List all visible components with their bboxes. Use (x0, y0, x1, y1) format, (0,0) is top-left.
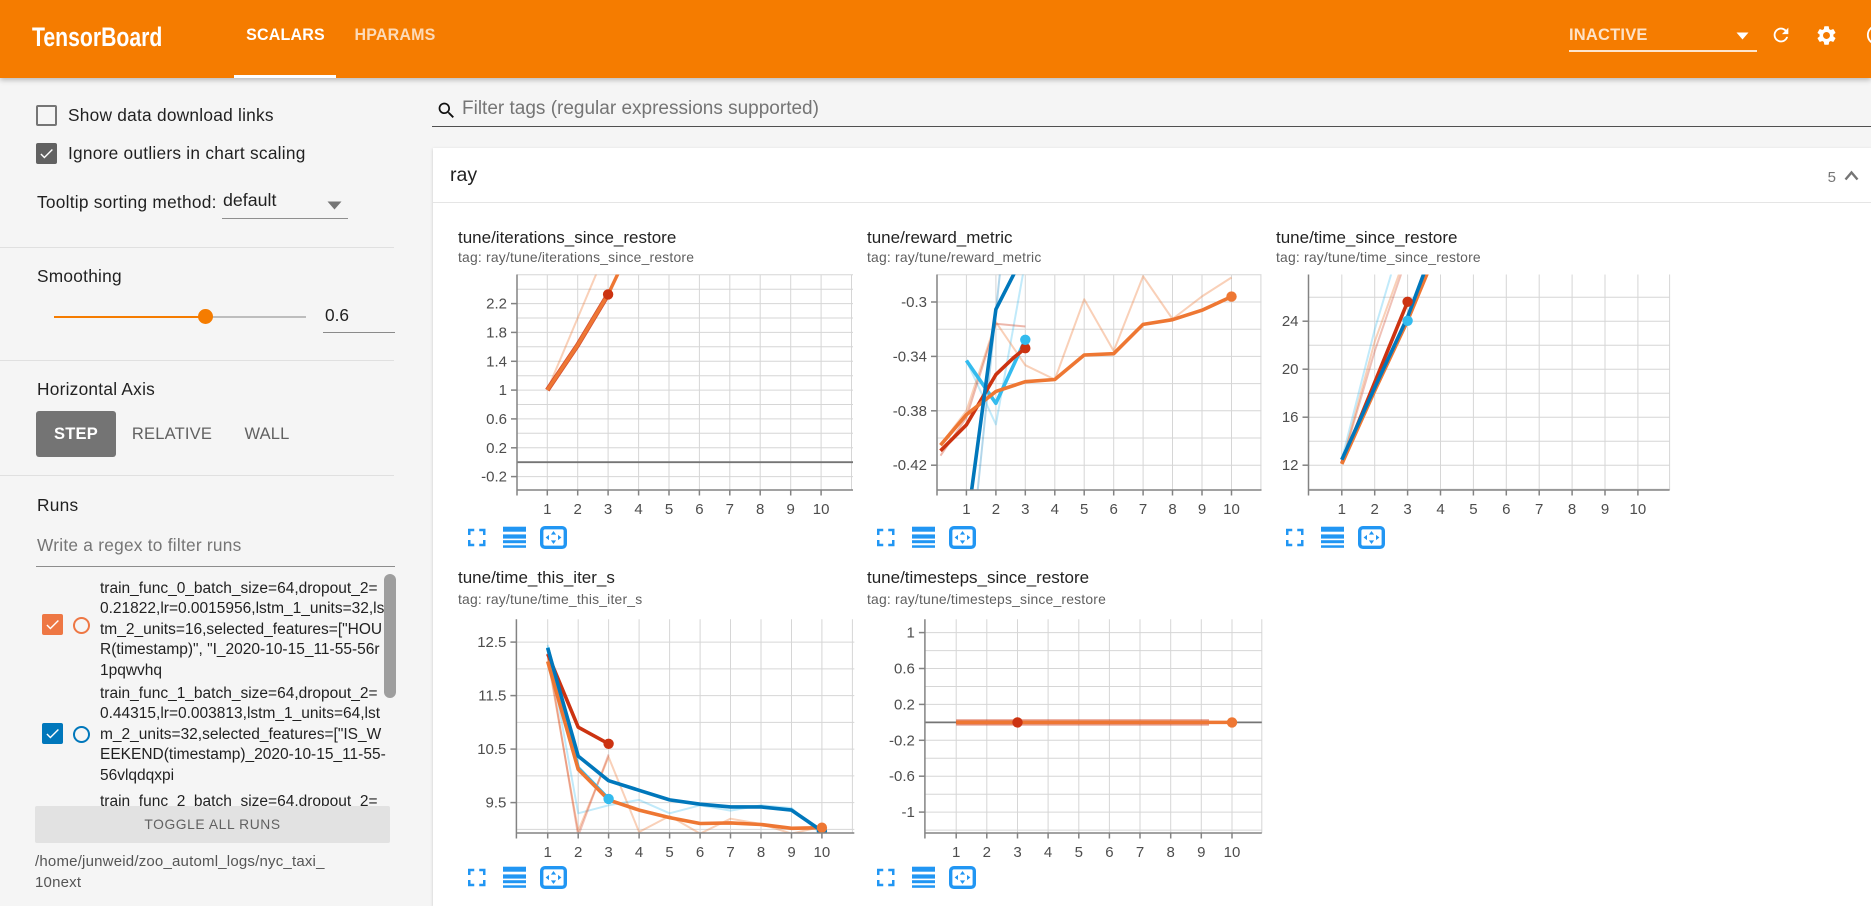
svg-text:4: 4 (635, 844, 643, 860)
svg-text:10: 10 (814, 844, 831, 860)
svg-text:6: 6 (1105, 844, 1113, 860)
svg-text:9: 9 (1601, 501, 1609, 518)
svg-text:6: 6 (1110, 501, 1118, 518)
svg-text:9.5: 9.5 (486, 795, 507, 812)
svg-text:7: 7 (1139, 501, 1147, 518)
svg-text:1: 1 (543, 501, 551, 518)
svg-text:12: 12 (1282, 457, 1299, 474)
svg-text:5: 5 (1080, 501, 1088, 518)
svg-text:6: 6 (695, 501, 703, 518)
svg-text:3: 3 (1021, 501, 1029, 518)
svg-text:-0.2: -0.2 (481, 469, 507, 486)
svg-text:2: 2 (574, 501, 582, 518)
svg-text:10: 10 (813, 501, 830, 518)
svg-text:10: 10 (1630, 501, 1647, 518)
svg-text:2: 2 (983, 844, 991, 860)
svg-text:9: 9 (787, 501, 795, 518)
svg-text:-0.3: -0.3 (901, 294, 927, 311)
svg-text:10.5: 10.5 (477, 741, 506, 758)
svg-text:3: 3 (604, 844, 612, 860)
svg-text:3: 3 (1403, 501, 1411, 518)
svg-text:1: 1 (962, 501, 970, 518)
svg-text:0.6: 0.6 (486, 411, 507, 428)
svg-text:1.4: 1.4 (486, 353, 507, 370)
svg-text:-0.42: -0.42 (893, 457, 927, 474)
svg-text:5: 5 (1469, 501, 1477, 518)
svg-text:6: 6 (1502, 501, 1510, 518)
svg-text:-0.6: -0.6 (889, 768, 915, 785)
svg-text:4: 4 (1044, 844, 1052, 860)
svg-text:3: 3 (1013, 844, 1021, 860)
svg-text:7: 7 (1535, 501, 1543, 518)
svg-text:1: 1 (952, 844, 960, 860)
svg-text:1: 1 (1338, 501, 1346, 518)
svg-text:1: 1 (544, 844, 552, 860)
svg-text:7: 7 (726, 844, 734, 860)
svg-text:9: 9 (787, 844, 795, 860)
svg-text:-0.38: -0.38 (893, 403, 927, 420)
svg-text:0.2: 0.2 (894, 696, 915, 713)
svg-text:1: 1 (907, 625, 915, 642)
svg-text:7: 7 (1136, 844, 1144, 860)
svg-text:11.5: 11.5 (478, 688, 506, 705)
svg-text:7: 7 (726, 501, 734, 518)
svg-text:20: 20 (1282, 361, 1299, 378)
svg-text:-0.34: -0.34 (893, 348, 927, 365)
svg-text:8: 8 (1568, 501, 1576, 518)
svg-text:12.5: 12.5 (477, 634, 506, 651)
svg-text:1: 1 (499, 382, 507, 399)
svg-text:8: 8 (757, 844, 765, 860)
svg-text:10: 10 (1224, 844, 1241, 860)
svg-text:-0.2: -0.2 (889, 732, 915, 749)
svg-text:6: 6 (696, 844, 704, 860)
svg-text:1.8: 1.8 (486, 324, 507, 341)
svg-text:2: 2 (1371, 501, 1379, 518)
svg-text:5: 5 (1075, 844, 1083, 860)
svg-text:4: 4 (634, 501, 642, 518)
svg-text:-1: -1 (902, 804, 915, 821)
svg-text:2: 2 (574, 844, 582, 860)
svg-text:2.2: 2.2 (486, 296, 507, 313)
svg-text:9: 9 (1198, 501, 1206, 518)
svg-text:8: 8 (1167, 844, 1175, 860)
svg-text:5: 5 (665, 501, 673, 518)
svg-text:0.2: 0.2 (486, 440, 507, 457)
svg-text:8: 8 (756, 501, 764, 518)
svg-text:8: 8 (1168, 501, 1176, 518)
svg-text:4: 4 (1051, 501, 1059, 518)
svg-text:2: 2 (992, 501, 1000, 518)
svg-text:5: 5 (665, 844, 673, 860)
svg-text:24: 24 (1282, 313, 1299, 330)
svg-text:0.6: 0.6 (894, 661, 915, 678)
svg-text:9: 9 (1197, 844, 1205, 860)
svg-text:10: 10 (1223, 501, 1240, 518)
svg-text:4: 4 (1436, 501, 1444, 518)
svg-text:16: 16 (1282, 409, 1299, 426)
svg-text:3: 3 (604, 501, 612, 518)
